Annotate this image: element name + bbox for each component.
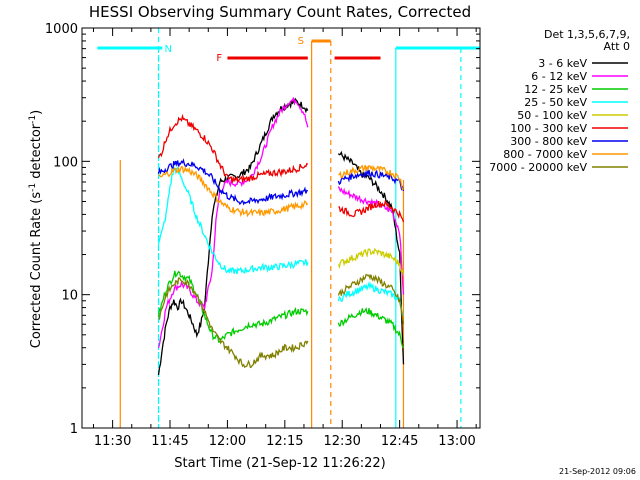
x-tick-label: 12:45 [381, 434, 418, 449]
x-tick-label: 11:45 [151, 434, 188, 449]
legend-header-line2: Att 0 [604, 40, 630, 53]
legend-label: 3 - 6 keV [538, 57, 587, 70]
series-line-8 [337, 273, 405, 325]
series-line-0 [157, 97, 309, 376]
x-tick-label: 12:30 [323, 434, 360, 449]
series-line-3 [157, 165, 309, 275]
legend-header-line1: Det 1,3,5,6,7,9, [544, 28, 630, 41]
series-line-5 [338, 199, 405, 223]
legend-label: 50 - 100 keV [517, 109, 587, 122]
x-tick-label: 12:15 [266, 434, 303, 449]
chart-title: HESSI Observing Summary Count Rates, Cor… [89, 3, 471, 21]
footer-timestamp: 21-Sep-2012 09:06 [559, 467, 636, 476]
legend-label: 25 - 50 keV [524, 96, 587, 109]
legend-label: 7000 - 20000 keV [489, 161, 587, 174]
legend-label: 100 - 300 keV [510, 122, 587, 135]
x-tick-label: 12:00 [209, 434, 246, 449]
legend-label: 800 - 7000 keV [503, 148, 587, 161]
y-tick-label: 100 [53, 155, 78, 170]
series-line-2 [337, 307, 404, 349]
series-line-6 [157, 158, 309, 206]
series-line-5 [157, 113, 309, 184]
y-tick-label: 1000 [45, 22, 78, 37]
x-tick-label: 13:00 [438, 434, 475, 449]
f-label: F [216, 53, 222, 64]
y-tick-label: 1 [70, 422, 78, 437]
series-line-2 [157, 270, 309, 343]
series-line-6 [337, 169, 405, 192]
x-axis-label: Start Time (21-Sep-12 11:26:22) [174, 456, 385, 471]
s-label: S [298, 36, 304, 47]
plot-frame [81, 27, 481, 429]
n-label: N [165, 44, 172, 55]
series-line-7 [338, 164, 404, 191]
series-line-4 [337, 247, 405, 276]
series-line-3 [337, 280, 404, 316]
series-line-1 [337, 186, 405, 295]
series-line-8 [158, 277, 309, 369]
x-tick-label: 11:30 [94, 434, 131, 449]
series-line-7 [158, 165, 309, 218]
legend-label: 12 - 25 keV [524, 83, 587, 96]
legend-label: 6 - 12 keV [531, 70, 587, 83]
legend-label: 300 - 800 keV [510, 135, 587, 148]
series-line-1 [157, 97, 309, 348]
y-tick-label: 10 [61, 289, 78, 304]
y-axis-label: Corrected Count Rate (s-1 detector-1) [28, 110, 44, 348]
